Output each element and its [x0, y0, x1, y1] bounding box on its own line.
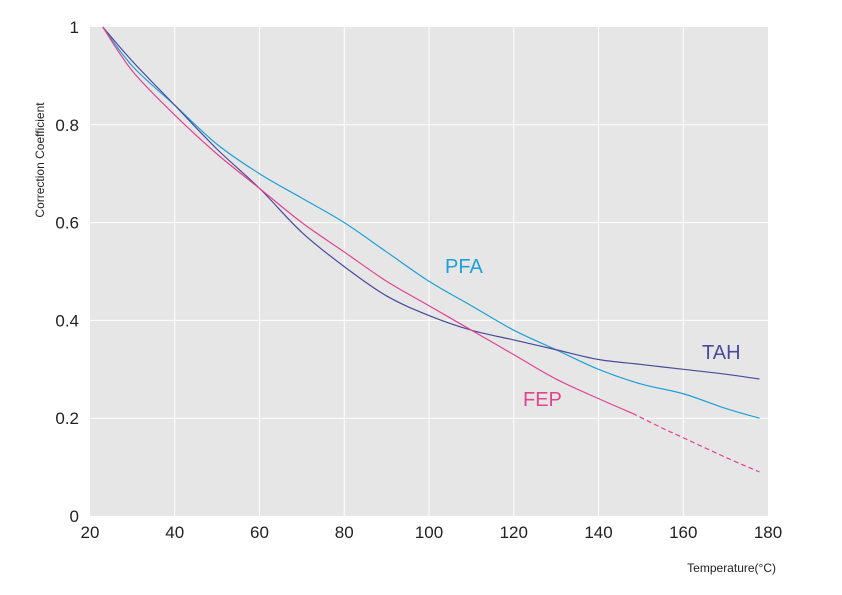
- x-tick-label: 80: [335, 523, 354, 542]
- y-tick-label: 0.8: [55, 116, 79, 135]
- series-line-tah: [102, 26, 760, 380]
- x-tick-label: 60: [250, 523, 269, 542]
- y-tick-label: 1: [70, 18, 79, 37]
- y-tick-labels: 0 0.2 0.4 0.6 0.8 1: [55, 18, 79, 526]
- x-tick-label: 180: [754, 523, 782, 542]
- y-tick-label: 0: [70, 507, 79, 526]
- x-tick-label: 160: [669, 523, 697, 542]
- series-label-pfa: PFA: [445, 256, 483, 278]
- x-tick-label: 100: [415, 523, 443, 542]
- y-tick-label: 0.2: [55, 409, 79, 428]
- x-axis-title: Temperature(°C): [687, 561, 776, 575]
- series-line-fep-extrapolated: [632, 412, 760, 473]
- gridlines: [90, 27, 768, 516]
- series-label-fep: FEP: [523, 389, 562, 411]
- x-tick-label: 20: [81, 523, 100, 542]
- y-axis-title: Correction Coefficient: [33, 102, 47, 218]
- x-tick-label: 40: [165, 523, 184, 542]
- series-line-fep: [102, 26, 633, 414]
- series-label-tah: TAH: [702, 342, 741, 364]
- x-tick-label: 140: [584, 523, 612, 542]
- series-lines: [102, 26, 760, 473]
- y-tick-label: 0.4: [55, 311, 79, 330]
- x-tick-label: 120: [500, 523, 528, 542]
- y-tick-label: 0.6: [55, 214, 79, 233]
- series-line-pfa: [102, 26, 760, 419]
- x-tick-labels: 20 40 60 80 100 120 140 160 180: [81, 523, 783, 542]
